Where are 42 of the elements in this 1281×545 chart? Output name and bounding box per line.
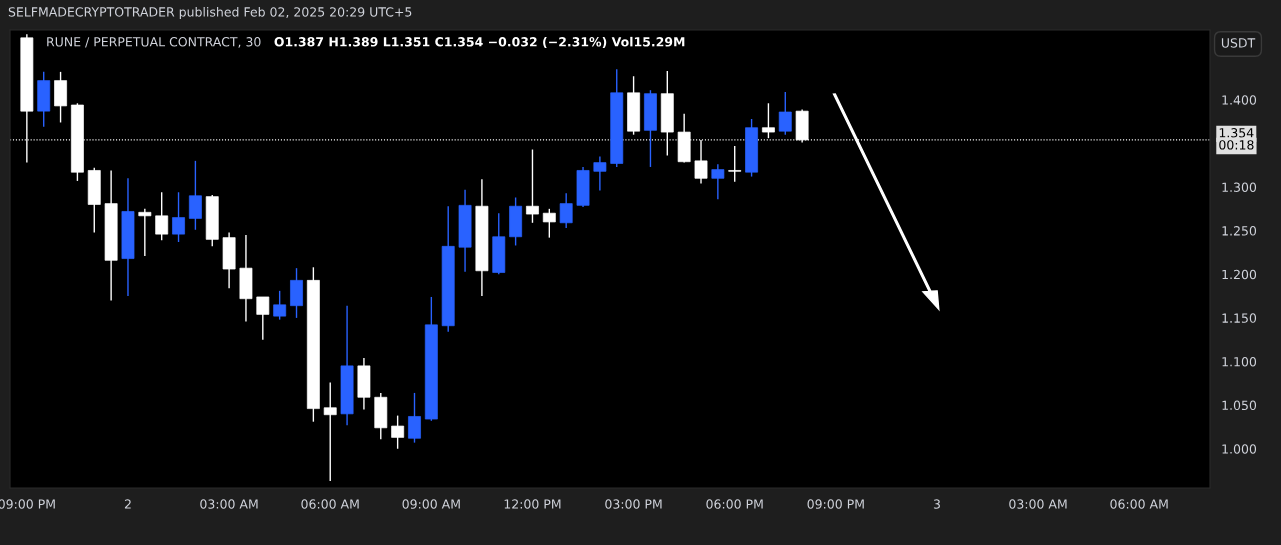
x-tick-label: 2 <box>124 499 131 509</box>
x-tick-label: 06:00 PM <box>706 499 763 509</box>
y-axis-title: USDT <box>1221 38 1256 48</box>
candlestick <box>778 91 792 136</box>
x-tick-label: 06:00 AM <box>301 499 359 509</box>
candlestick <box>711 163 725 200</box>
y-tick-label: 1.000 <box>1222 444 1257 454</box>
x-tick-label: 3 <box>933 499 940 509</box>
candlestick <box>323 381 337 482</box>
candlestick <box>593 155 607 192</box>
candlestick <box>542 208 556 239</box>
y-tick-label: 1.100 <box>1222 356 1257 367</box>
candlestick <box>408 392 421 444</box>
x-tick-label: 09:00 PM <box>807 499 864 509</box>
y-tick-label: 1.300 <box>1222 182 1257 192</box>
candlestick <box>188 160 202 231</box>
candlestick <box>526 148 539 224</box>
candlestick <box>256 296 270 341</box>
candlestick <box>138 208 152 257</box>
candlestick <box>391 414 405 450</box>
candlestick <box>172 191 185 243</box>
x-tick-label: 12:00 PM <box>504 499 561 509</box>
y-tick-label: 1.200 <box>1222 269 1257 280</box>
y-tick-label: 1.050 <box>1222 400 1257 411</box>
y-tick-label: 1.150 <box>1222 313 1257 323</box>
text: SELFMADECRYPTOTRADER published Feb 02, 2025 20:29 UTC+5 <box>8 6 412 20</box>
y-tick-label: 1.400 <box>1222 95 1257 105</box>
candlestick <box>762 102 775 139</box>
x-tick-label: 03:00 PM <box>605 499 662 509</box>
candlestick <box>273 290 287 321</box>
text: 00:18 <box>1219 140 1254 150</box>
y-tick-label: 1.250 <box>1222 226 1257 236</box>
x-tick-label: 06:00 AM <box>1110 499 1168 509</box>
x-tick-label: 09:00 AM <box>402 499 460 509</box>
candlestick <box>728 145 742 183</box>
ref-line-label: 1.354 <box>1219 128 1254 138</box>
chart-title: RUNE / PERPETUAL CONTRACT, 30 <box>47 37 261 48</box>
chart-subtitle: O1.387 H1.389 L1.351 C1.354 −0.032 (−2.31%) Vol15.29M <box>274 36 685 49</box>
x-tick-label: 03:00 AM <box>200 499 258 509</box>
x-tick-label: 03:00 AM <box>1009 499 1067 509</box>
candlestick <box>559 192 573 229</box>
candlestick <box>155 191 169 241</box>
